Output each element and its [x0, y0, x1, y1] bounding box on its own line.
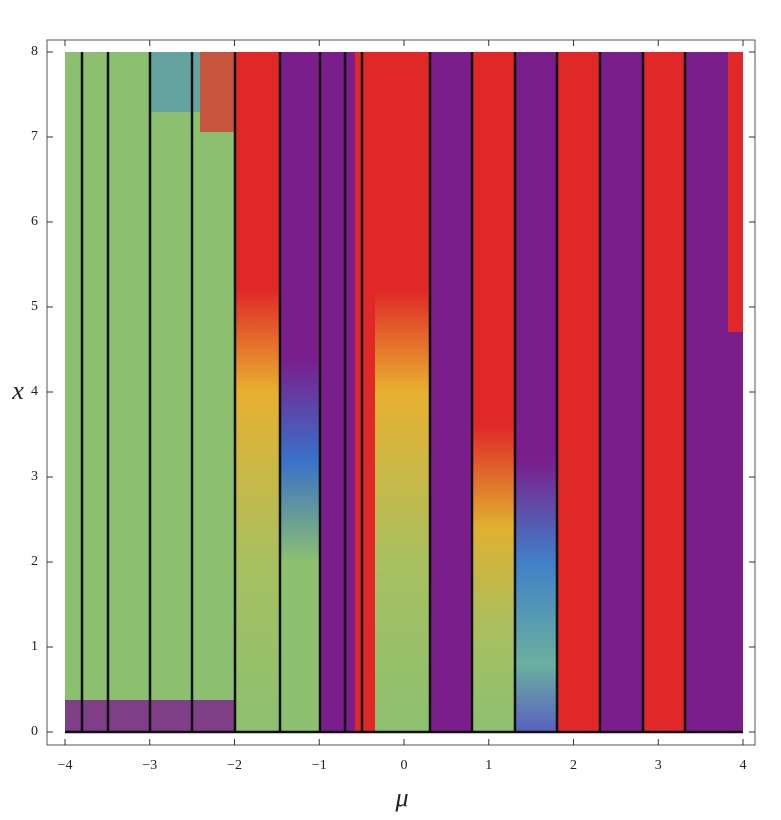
y-tick-label: 7	[31, 129, 38, 144]
y-tick-label: 4	[31, 384, 38, 399]
y-tick-label: 2	[31, 554, 38, 569]
y-tick-label: 6	[31, 214, 38, 229]
y-tick-label: 0	[31, 724, 38, 739]
x-tick-label: −4	[58, 758, 73, 773]
x-axis-label: μ	[394, 783, 408, 812]
y-tick-label: 5	[31, 299, 38, 314]
y-axis-label: x	[11, 376, 24, 405]
x-tick-label: 3	[655, 758, 662, 773]
x-tick-label: −3	[142, 758, 157, 773]
y-tick-label: 3	[31, 469, 38, 484]
x-tick-label: 2	[570, 758, 577, 773]
x-tick-label: −1	[312, 758, 327, 773]
x-tick-label: 0	[401, 758, 408, 773]
x-tick-label: 4	[740, 758, 747, 773]
x-tick-label: −2	[227, 758, 242, 773]
x-tick-label: 1	[485, 758, 492, 773]
contour-field	[65, 52, 743, 734]
y-tick-label: 1	[31, 639, 38, 654]
y-tick-label: 8	[31, 44, 38, 59]
